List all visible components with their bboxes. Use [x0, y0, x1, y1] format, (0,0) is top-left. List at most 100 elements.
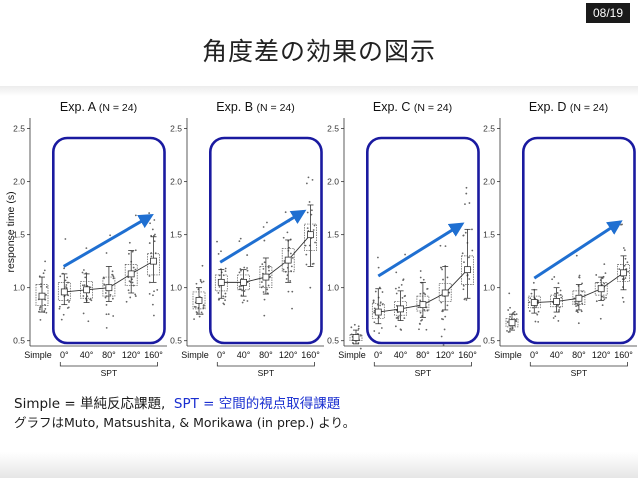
panel-3-y-tick-label: 2.5	[327, 124, 339, 134]
panel-1-data-point	[153, 234, 155, 237]
panel-1-data-point	[151, 303, 154, 306]
panel-2-data-point	[291, 256, 294, 259]
panel-2-data-point	[218, 298, 221, 301]
panel-4-data-point	[578, 274, 581, 277]
panel-4-x-tick-label: 160°	[614, 350, 633, 360]
panel-2-title: Exp. B (N = 24)	[216, 100, 295, 114]
panel-1-data-point	[66, 307, 69, 309]
panel-4-data-point	[534, 320, 537, 323]
panel-2-data-point	[267, 266, 270, 269]
panel-1-box	[124, 263, 138, 286]
panel-3-data-point	[403, 317, 406, 320]
panel-3-data-point	[402, 279, 405, 282]
panel-3-data-point	[440, 335, 443, 338]
panel-2-data-point	[305, 253, 308, 256]
panel-3-data-point	[372, 301, 375, 304]
panel-2-data-point	[224, 295, 227, 298]
panel-2-data-point	[262, 226, 265, 228]
slide-title: 角度差の効果の図示	[201, 37, 436, 66]
panel-1-data-point	[132, 266, 135, 269]
panel-3-data-point	[462, 288, 465, 291]
panel-2-data-point	[285, 277, 288, 280]
panel-4-data-point	[552, 317, 555, 319]
panel-2-data-point	[267, 284, 270, 287]
panel-1-data-point	[45, 286, 48, 288]
panel-4-data-point	[528, 310, 531, 312]
panel-2-y-tick-label: 1.5	[170, 230, 182, 240]
panel-3-x-tick-label: Simple	[338, 350, 366, 360]
panel-1-title: Exp. A (N = 24)	[60, 100, 137, 114]
panel-3-data-point	[419, 292, 422, 295]
footer-bar	[0, 452, 638, 478]
panel-2-data-point	[239, 237, 242, 240]
panel-1-y-tick-label: 1.0	[13, 283, 25, 293]
panel-1-data-point	[109, 234, 112, 237]
panel-1-data-point	[127, 252, 130, 255]
panel-1-y-tick-label: 0.5	[13, 336, 25, 346]
panel-2-box	[281, 248, 295, 273]
panel-3-data-point	[446, 276, 449, 279]
panel-4-data-point	[532, 281, 535, 284]
panel-1-data-point	[105, 252, 108, 254]
panel-2-data-point	[246, 254, 249, 256]
panel-4-data-point	[618, 268, 621, 271]
panel-1-x-tick-label: 0°	[60, 350, 69, 360]
panel-1-data-point	[81, 271, 84, 274]
panel-1-data-point	[156, 289, 159, 291]
panel-4-data-point	[557, 320, 560, 322]
panel-3-box	[394, 301, 407, 316]
panel-4-data-point	[581, 302, 584, 305]
panel-3-spt-label: SPT	[415, 368, 432, 378]
panel-1-box	[80, 280, 93, 299]
panel-3-data-point	[422, 278, 425, 281]
panel-4-data-point	[529, 297, 532, 300]
panel-1-data-point	[148, 275, 151, 277]
panel-4-y-tick-label: 2.0	[483, 177, 495, 187]
panel-4-mean-marker	[597, 285, 605, 293]
panel-1-data-point	[105, 327, 108, 329]
panel-4-data-point	[508, 292, 511, 295]
panel-2-data-point	[262, 285, 264, 288]
panel-1-x-tick-label: Simple	[24, 350, 52, 360]
panel-4-data-point	[595, 300, 598, 303]
panel-3-data-point	[439, 244, 442, 247]
panel-1-data-point	[131, 281, 134, 284]
panel-2-y-tick-label: 2.5	[170, 124, 182, 134]
panel-3-mean-marker	[397, 305, 405, 313]
panel-2-data-point	[243, 266, 246, 269]
panel-3-data-point	[373, 311, 376, 314]
panel-2-data-point	[262, 268, 265, 270]
panel-3-data-point	[395, 271, 398, 274]
panel-4-mean-marker	[553, 298, 560, 305]
panel-4-x-tick-label: Simple	[494, 350, 522, 360]
panel-4-data-point	[515, 320, 518, 323]
panel-1-data-point	[112, 315, 115, 317]
panel-1-data-point	[58, 305, 61, 308]
panel-1-data-point	[44, 260, 47, 263]
panel-4-data-point	[537, 320, 540, 323]
panel-2-data-point	[238, 240, 241, 243]
panel-2-box	[304, 223, 317, 251]
panel-4-y-tick-label: 0.5	[483, 336, 495, 346]
panel-3-x-tick-label: 160°	[458, 350, 477, 360]
panel-2-mean-marker	[240, 278, 248, 286]
panel-3-data-point	[379, 304, 382, 307]
panel-2-data-point	[222, 295, 225, 298]
panel-3-data-point	[394, 287, 397, 290]
panel-3-y-tick-label: 2.0	[327, 177, 339, 187]
panel-2-mean-marker	[307, 231, 314, 239]
chart-figure: response time (s) Exp. A (N = 24) 0.5 1.0 1.…	[5, 100, 637, 378]
panel-2-x-tick-label: 80°	[259, 350, 273, 360]
panel-2-data-point	[308, 201, 311, 203]
panel-4-box	[572, 290, 586, 305]
panel-4-data-point	[537, 310, 540, 313]
panel-2-data-point	[217, 252, 220, 255]
panel-4-data-point	[626, 261, 629, 264]
panel-4-x-tick-label: 40°	[550, 350, 564, 360]
panel-3-y-tick-label: 1.0	[327, 283, 339, 293]
panel-3-data-point	[401, 296, 404, 299]
panel-2-data-point	[218, 285, 221, 288]
panel-2-data-point	[307, 176, 310, 179]
panel-3-x-tick-label: 80°	[416, 350, 430, 360]
panel-1-data-point	[151, 228, 154, 231]
